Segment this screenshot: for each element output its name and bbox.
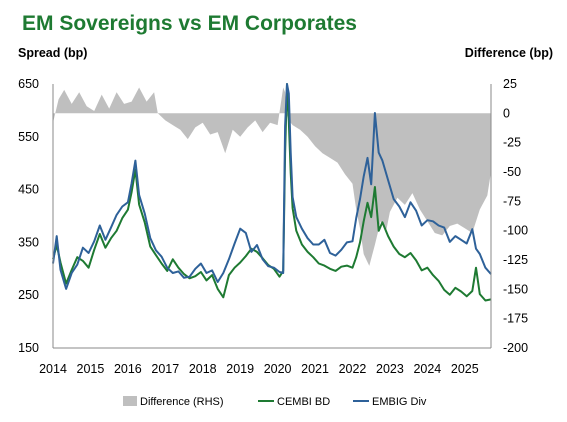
x-tick-label: 2023 [376, 362, 404, 376]
legend-label-difference-rhs: Difference (RHS) [140, 396, 224, 408]
left-tick-label: 250 [18, 288, 39, 302]
right-tick-label: -200 [503, 341, 528, 355]
left-tick-label: 550 [18, 130, 39, 144]
left-tick-label: 350 [18, 235, 39, 249]
right-tick-label: -75 [503, 194, 521, 208]
x-tick-labels: 2014 2015 2016 2017 2018 2019 2020 2021 2022 2023… [39, 362, 479, 376]
x-tick-label: 2014 [39, 362, 67, 376]
left-tick-labels: 150 250 350 450 550 650 [18, 77, 39, 355]
x-tick-label: 2022 [339, 362, 367, 376]
left-tick-label: 650 [18, 77, 39, 91]
x-tick-label: 2021 [301, 362, 329, 376]
chart-title: EM Sovereigns vs EM Corporates [22, 12, 357, 35]
x-tick-label: 2015 [77, 362, 105, 376]
left-tick-label: 150 [18, 341, 39, 355]
legend-label-embig-div: EMBIG Div [372, 396, 427, 408]
right-axis-title: Difference (bp) [465, 46, 553, 60]
x-tick-label: 2020 [264, 362, 292, 376]
x-tick-label: 2016 [114, 362, 142, 376]
x-tick-label: 2019 [226, 362, 254, 376]
legend-label-cembi-bd: CEMBI BD [277, 396, 330, 408]
right-tick-labels: -200 -175 -150 -125 -100 -75 -50 -25 0 25 [503, 77, 528, 355]
right-tick-label: -50 [503, 165, 521, 179]
difference-rhs-area [53, 87, 491, 266]
series-lines-layer [52, 83, 492, 302]
right-tick-label: -150 [503, 282, 528, 296]
axes-layer [52, 84, 492, 349]
embig-div-line [52, 83, 492, 290]
right-tick-label: 25 [503, 77, 517, 91]
right-tick-label: 0 [503, 106, 510, 120]
right-tick-label: -175 [503, 312, 528, 326]
right-tick-label: -125 [503, 253, 528, 267]
legend: Difference (RHS) CEMBI BD EMBIG Div [123, 396, 427, 408]
difference-area-layer [53, 87, 491, 266]
left-tick-label: 450 [18, 183, 39, 197]
right-tick-label: -25 [503, 136, 521, 150]
x-tick-label: 2018 [189, 362, 217, 376]
right-tick-label: -100 [503, 224, 528, 238]
x-tick-label: 2025 [451, 362, 479, 376]
left-axis-title: Spread (bp) [18, 46, 87, 60]
x-tick-label: 2017 [151, 362, 179, 376]
legend-swatch-difference-rhs [123, 396, 137, 406]
x-tick-label: 2024 [413, 362, 441, 376]
